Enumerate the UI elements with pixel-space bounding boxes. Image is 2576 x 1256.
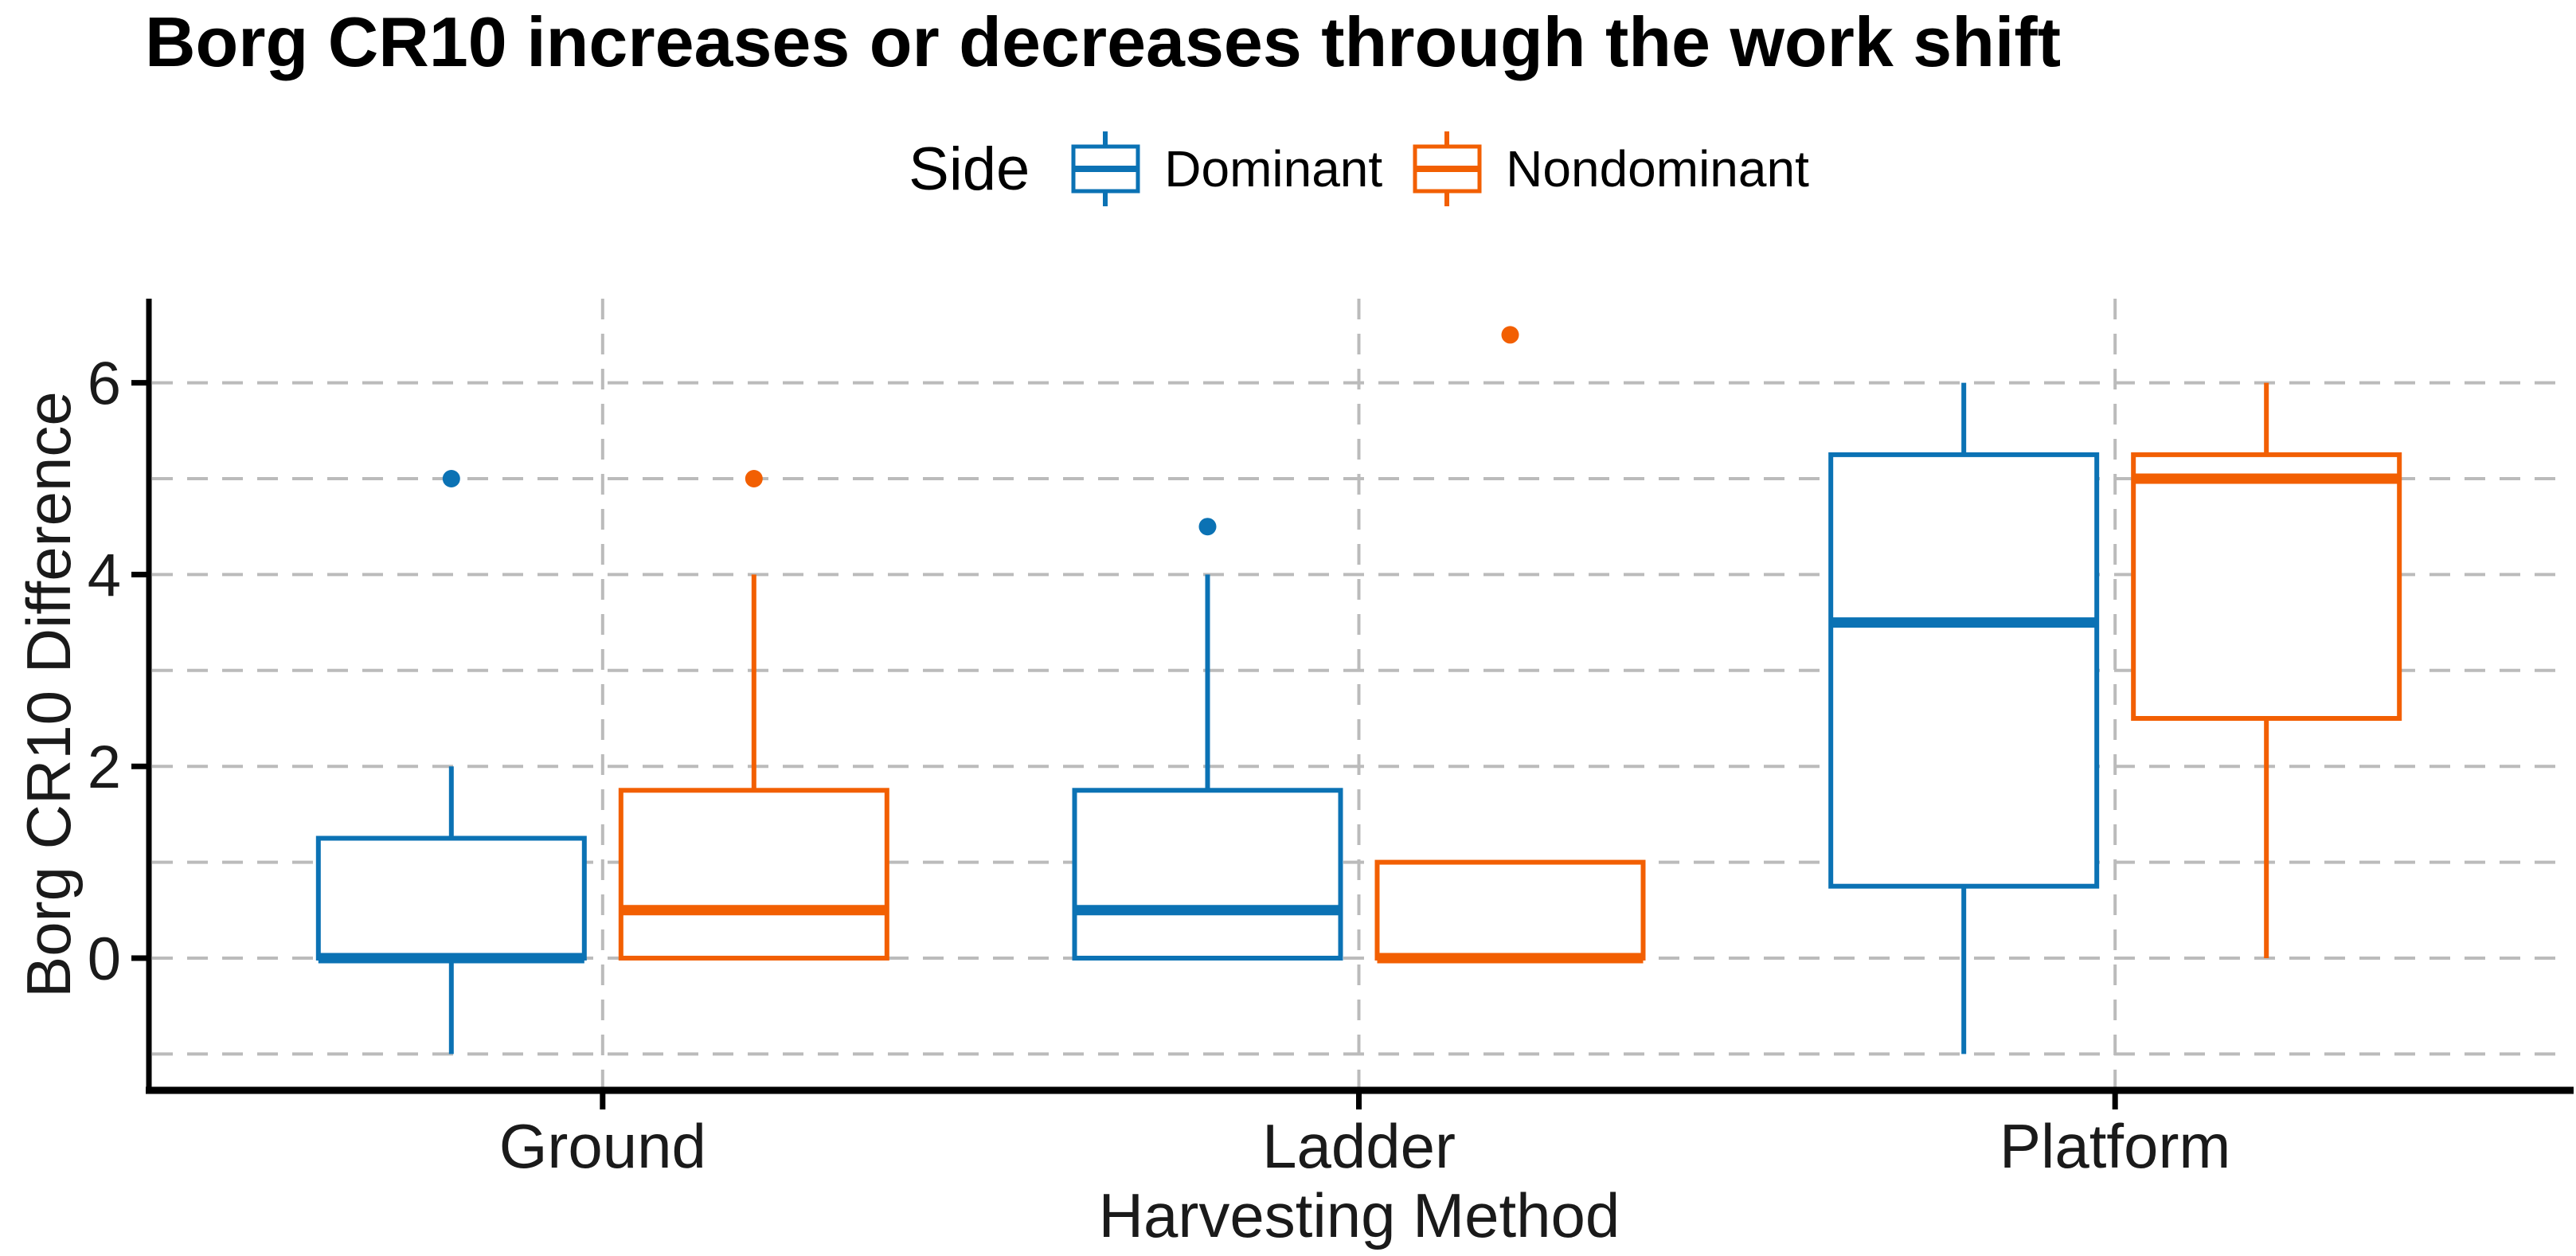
dominant-boxplot-key-icon <box>1071 131 1140 206</box>
box-platform-nondominant <box>2131 452 2402 722</box>
legend-label-dominant: Dominant <box>1164 140 1383 198</box>
legend-label-nondominant: Nondominant <box>1506 140 1809 198</box>
box-ladder-dominant <box>1072 788 1343 961</box>
outlier-ground-nondominant <box>745 470 763 487</box>
legend-title: Side <box>909 135 1030 203</box>
box-ground-nondominant <box>618 788 889 961</box>
box-platform-dominant <box>1828 452 2100 889</box>
x-tick-label-platform: Platform <box>1999 1111 2230 1181</box>
legend: Side Dominant Nondo <box>149 121 2569 217</box>
y-tick-label-0: 0 <box>88 925 121 993</box>
legend-item-nondominant: Nondominant <box>1409 128 1809 209</box>
y-tick-label-2: 2 <box>88 734 121 801</box>
x-tick-label-ladder: Ladder <box>1262 1111 1456 1181</box>
x-tick-label-ground: Ground <box>499 1111 706 1181</box>
outlier-ladder-nondominant <box>1501 326 1519 344</box>
y-axis-title: Borg CR10 Difference <box>14 391 84 998</box>
outlier-ground-dominant <box>442 470 460 487</box>
box-ladder-nondominant <box>1374 859 1646 961</box>
y-tick-label-6: 6 <box>88 350 121 418</box>
nondominant-boxplot-key-icon <box>1413 131 1482 206</box>
chart-title: Borg CR10 increases or decreases through… <box>145 2 2062 81</box>
outlier-ladder-dominant <box>1198 518 1217 536</box>
legend-item-dominant: Dominant <box>1068 128 1382 209</box>
y-tick-label-4: 4 <box>88 542 121 609</box>
x-axis-title: Harvesting Method <box>1099 1180 1620 1250</box>
box-ground-dominant <box>315 835 587 961</box>
